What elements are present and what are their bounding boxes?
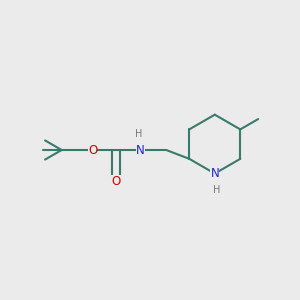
Text: H: H	[213, 185, 220, 195]
Text: O: O	[112, 175, 121, 188]
Text: N: N	[136, 143, 145, 157]
Text: N: N	[210, 167, 219, 180]
Text: H: H	[135, 129, 142, 139]
Text: O: O	[88, 143, 97, 157]
